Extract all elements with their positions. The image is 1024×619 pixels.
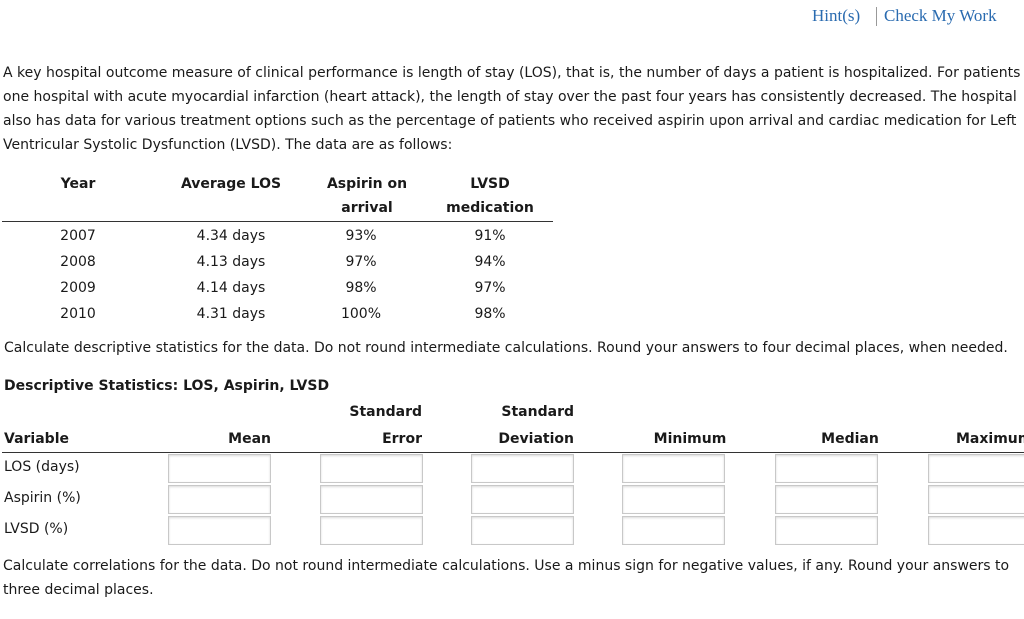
column-header: Standard xyxy=(349,404,422,420)
table-cell: 4.14 days xyxy=(196,280,266,296)
answer-input[interactable] xyxy=(775,516,878,545)
answer-input[interactable] xyxy=(320,454,423,483)
table-cell: 98% xyxy=(345,280,377,296)
link-separator xyxy=(876,7,877,26)
column-header: arrival xyxy=(341,200,393,216)
answer-input[interactable] xyxy=(471,516,574,545)
answer-input[interactable] xyxy=(928,485,1024,514)
answer-input[interactable] xyxy=(168,485,271,514)
answer-input[interactable] xyxy=(775,485,878,514)
answer-input[interactable] xyxy=(622,516,725,545)
instruction-text: three decimal places. xyxy=(3,582,154,598)
table-title: Descriptive Statistics: LOS, Aspirin, LV… xyxy=(4,378,330,394)
column-header: Median xyxy=(821,431,879,447)
table-cell: 98% xyxy=(474,306,506,322)
table-rule xyxy=(2,452,1024,453)
answer-input[interactable] xyxy=(622,454,725,483)
column-header: Error xyxy=(382,431,422,447)
answer-input[interactable] xyxy=(168,516,271,545)
table-cell: 4.31 days xyxy=(196,306,266,322)
column-header: Deviation xyxy=(498,431,574,447)
table-cell: 100% xyxy=(340,306,382,322)
table-cell: 94% xyxy=(474,254,506,270)
table-cell: 93% xyxy=(345,228,377,244)
instruction-text: Calculate correlations for the data. Do … xyxy=(3,558,1010,574)
table-cell: 2008 xyxy=(60,254,96,270)
table-cell: 2009 xyxy=(60,280,96,296)
table-cell: 97% xyxy=(345,254,377,270)
intro-text: A key hospital outcome measure of clinic… xyxy=(3,65,1024,81)
check-work-link[interactable]: Check My Work xyxy=(884,6,997,25)
column-header: LVSD xyxy=(470,176,510,192)
column-header: Mean xyxy=(228,431,271,447)
column-header: Aspirin on xyxy=(326,176,408,192)
answer-input[interactable] xyxy=(168,454,271,483)
table-cell: 4.13 days xyxy=(196,254,266,270)
column-header: Minimum xyxy=(653,431,727,447)
intro-text: Ventricular Systolic Dysfunction (LVSD).… xyxy=(3,137,453,153)
row-label: LOS (days) xyxy=(4,459,80,475)
answer-input[interactable] xyxy=(928,454,1024,483)
column-header: Average LOS xyxy=(180,176,282,192)
answer-input[interactable] xyxy=(775,454,878,483)
answer-input[interactable] xyxy=(928,516,1024,545)
answer-input[interactable] xyxy=(471,485,574,514)
table-cell: 91% xyxy=(474,228,506,244)
answer-input[interactable] xyxy=(622,485,725,514)
answer-input[interactable] xyxy=(471,454,574,483)
table-cell: 2007 xyxy=(60,228,96,244)
intro-text: one hospital with acute myocardial infar… xyxy=(3,89,1017,105)
answer-input[interactable] xyxy=(320,485,423,514)
row-label: Aspirin (%) xyxy=(4,490,81,506)
answer-input[interactable] xyxy=(320,516,423,545)
column-header: Variable xyxy=(4,431,69,447)
column-header: Standard xyxy=(501,404,574,420)
row-label: LVSD (%) xyxy=(4,521,69,537)
table-rule xyxy=(2,221,553,222)
hint-link[interactable]: Hint(s) xyxy=(812,6,861,25)
intro-text: also has data for various treatment opti… xyxy=(3,113,1017,129)
column-header: Year xyxy=(60,176,96,192)
table-cell: 2010 xyxy=(60,306,96,322)
column-header: medication xyxy=(446,200,534,216)
table-cell: 4.34 days xyxy=(196,228,266,244)
column-header: Maximum xyxy=(956,431,1024,447)
instruction-text: Calculate descriptive statistics for the… xyxy=(4,340,1008,356)
table-cell: 97% xyxy=(474,280,506,296)
